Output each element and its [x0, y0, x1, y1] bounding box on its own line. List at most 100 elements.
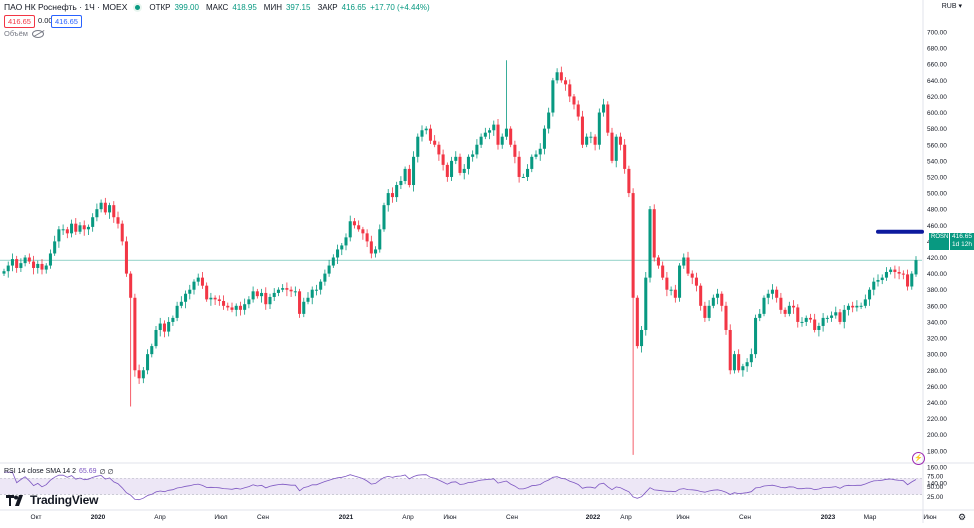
- candle-body: [817, 325, 821, 330]
- candle-body: [648, 209, 652, 278]
- rsi-extra: ∅ ∅: [99, 469, 114, 476]
- candle-body: [504, 128, 508, 137]
- candle-body: [471, 154, 475, 157]
- candle-body: [365, 233, 369, 242]
- gear-icon[interactable]: ⚙: [958, 512, 967, 522]
- candle-body: [910, 273, 914, 287]
- price-tick-label: 340.00: [927, 319, 947, 326]
- candle-body: [741, 366, 745, 371]
- ohlc-low-key: МИН: [263, 2, 282, 12]
- candle-body: [813, 319, 817, 330]
- candle-body: [289, 289, 293, 292]
- candle-body: [57, 229, 61, 242]
- price-tick-label: 260.00: [927, 384, 947, 391]
- ticker-badge: ROSN: [929, 233, 949, 250]
- buy-button[interactable]: 416.65: [51, 15, 82, 28]
- time-tick-label: Апр: [402, 514, 414, 521]
- candle-body: [99, 202, 103, 210]
- price-tick-label: 540.00: [927, 158, 947, 165]
- candle-body: [420, 130, 424, 137]
- candle-body: [407, 168, 411, 186]
- candle-body: [192, 281, 196, 290]
- ohlc-close-value: 416.65: [341, 2, 367, 12]
- candle-body: [897, 271, 901, 274]
- candle-body: [661, 265, 665, 278]
- sell-button[interactable]: 416.65: [4, 15, 35, 28]
- candle-body: [627, 168, 631, 194]
- price-tick-label: 620.00: [927, 94, 947, 101]
- candle-body: [162, 323, 166, 332]
- price-tick-label: 500.00: [927, 191, 947, 198]
- candle-body: [699, 285, 703, 306]
- candle-body: [293, 291, 297, 293]
- candle-body: [213, 297, 217, 300]
- candle-body: [606, 104, 610, 133]
- candle-body: [796, 307, 800, 322]
- symbol-title[interactable]: ПАО НК Роснефть · 1Ч · MOEX: [4, 2, 128, 12]
- candle-body: [19, 263, 23, 268]
- candle-body: [217, 299, 221, 301]
- ohlc-open-value: 399.00: [174, 2, 199, 12]
- candle-body: [374, 249, 378, 254]
- time-tick-label: Мар: [864, 514, 877, 521]
- price-tick-label: 160.00: [927, 464, 947, 471]
- time-tick-label: Апр: [154, 514, 166, 521]
- lightning-icon[interactable]: ⚡: [912, 452, 925, 465]
- candle-body: [141, 370, 145, 379]
- time-tick-label: Сен: [739, 514, 751, 521]
- candle-body: [766, 293, 770, 298]
- price-tick-label: 420.00: [927, 255, 947, 262]
- currency-selector[interactable]: RUB ▾: [942, 2, 962, 10]
- candle-body: [665, 277, 669, 290]
- candle-body: [906, 274, 910, 287]
- candle-body: [876, 280, 880, 282]
- eye-hidden-icon[interactable]: [31, 29, 44, 38]
- candle-body: [61, 229, 65, 231]
- candle-body: [268, 296, 272, 305]
- candle-body: [108, 205, 112, 213]
- candle-body: [530, 156, 534, 169]
- candle-body: [281, 288, 285, 290]
- candle-body: [323, 273, 327, 282]
- candle-body: [728, 329, 732, 371]
- candle-body: [614, 136, 618, 161]
- candle-body: [732, 354, 736, 371]
- candle-body: [597, 112, 601, 145]
- change-value: +17.70 (+4.44%): [370, 2, 430, 12]
- candle-body: [175, 305, 179, 318]
- candle-body: [479, 136, 483, 145]
- candle-body: [792, 305, 796, 308]
- candle-body: [779, 297, 783, 310]
- time-tick-label: Окт: [31, 514, 42, 521]
- candle-body: [644, 277, 648, 330]
- candle-body: [724, 305, 728, 330]
- candle-body: [357, 225, 361, 230]
- candle-body: [547, 112, 551, 129]
- candle-body: [251, 291, 255, 300]
- candle-body: [466, 156, 470, 169]
- candle-body: [40, 263, 44, 270]
- candle-body: [517, 156, 521, 177]
- rsi-value: 65.69: [78, 468, 97, 475]
- candle-body: [635, 297, 639, 347]
- candle-body: [623, 144, 627, 169]
- time-tick-label: 2022: [586, 514, 601, 521]
- rsi-legend[interactable]: RSI 14 close SMA 14 2 65.69 ∅ ∅: [4, 468, 114, 476]
- price-tick-label: 200.00: [927, 432, 947, 439]
- candle-body: [914, 260, 918, 275]
- tradingview-logo[interactable]: TradingView: [6, 493, 98, 507]
- candle-body: [656, 257, 660, 266]
- candle-body: [340, 245, 344, 250]
- time-tick-label: 2023: [821, 514, 836, 521]
- candle-body: [720, 293, 724, 306]
- price-tick-label: 180.00: [927, 448, 947, 455]
- symbol-legend: ПАО НК Роснефть · 1Ч · MOEX ОТКР 399.00 М…: [4, 2, 430, 12]
- candle-body: [859, 305, 863, 307]
- candle-body: [454, 156, 458, 161]
- volume-legend[interactable]: Объём: [4, 29, 44, 38]
- candle-body: [868, 289, 872, 300]
- candle-body: [310, 289, 314, 298]
- candle-body: [378, 229, 382, 250]
